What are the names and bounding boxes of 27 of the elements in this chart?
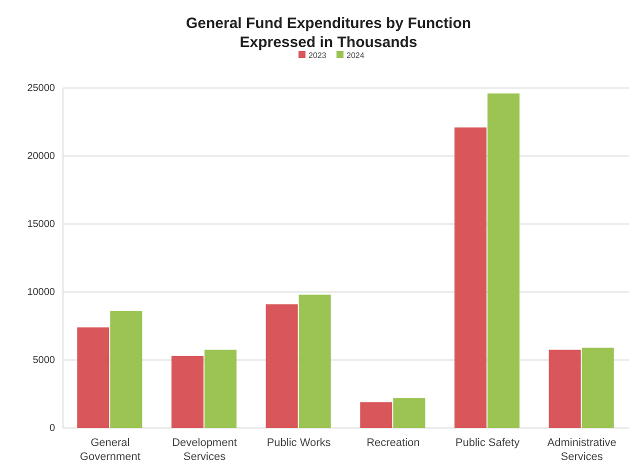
legend-label: 2023 [308, 51, 327, 60]
bar [110, 311, 142, 428]
x-tick-label: General Government [80, 437, 140, 463]
y-tick-label: 15000 [27, 219, 56, 230]
x-tick-label: Public Works [266, 437, 332, 449]
bar [266, 304, 298, 428]
x-tick-label: Development Services [172, 437, 237, 463]
bar [454, 127, 486, 428]
y-tick-label: 20000 [27, 151, 56, 162]
y-tick-label: 10000 [27, 287, 56, 298]
x-tick-label: Administrative Services [547, 437, 616, 463]
y-tick-label: 25000 [27, 83, 56, 94]
bar [171, 356, 204, 428]
bar [548, 350, 581, 428]
bar [298, 294, 331, 428]
bar [360, 402, 392, 428]
chart-title: General Fund Expenditures by Function Expressed in Thousands [186, 15, 472, 51]
legend-label: 2024 [346, 51, 365, 60]
y-tick-label: 0 [49, 423, 56, 434]
bar [488, 93, 520, 428]
x-tick-label: Public Safety [455, 437, 520, 449]
bar [393, 398, 426, 428]
y-tick-label: 5000 [32, 355, 56, 366]
x-tick-label: Recreation [366, 437, 420, 449]
bar [582, 348, 614, 428]
bar [77, 327, 110, 428]
bar [204, 350, 237, 428]
